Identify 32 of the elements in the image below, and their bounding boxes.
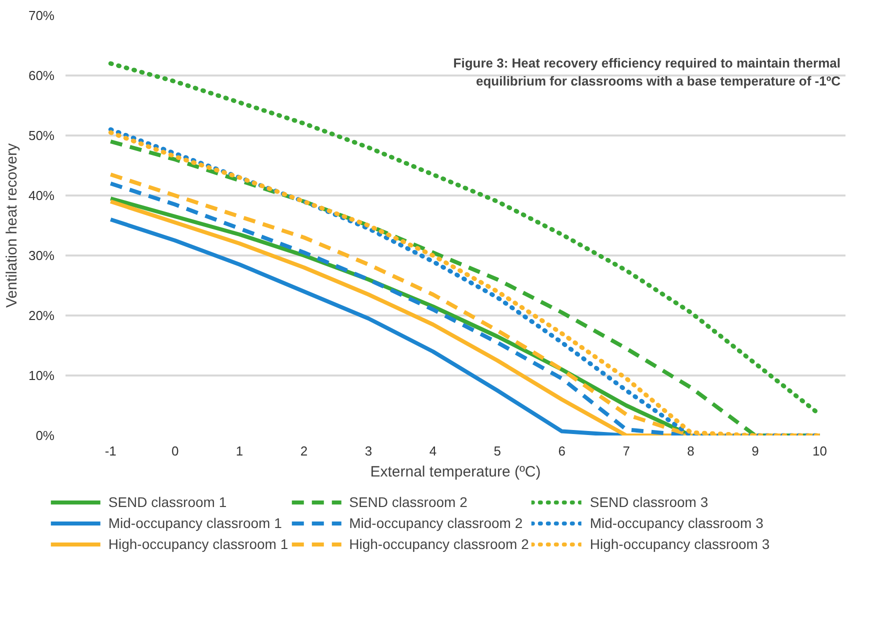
y-tick-label: 30% — [28, 248, 55, 263]
x-tick-label: 4 — [429, 444, 437, 458]
y-axis-title: Ventilation heat recovery — [3, 142, 20, 308]
x-tick-label: -1 — [104, 444, 116, 458]
legend-label: SEND classroom 3 — [590, 493, 708, 511]
x-tick-label: 2 — [300, 444, 308, 458]
legend-label: High-occupancy classroom 2 — [349, 535, 529, 553]
x-tick-label: 1 — [236, 444, 244, 458]
legend-label: Mid-occupancy classroom 2 — [349, 514, 523, 532]
y-tick-label: 20% — [28, 308, 55, 323]
text: Figure 3: Heat recovery efficiency required to maintain thermal equilibrium for classrooms with a base temperature of -1ºC — [453, 56, 842, 88]
legend-label: High-occupancy classroom 1 — [108, 535, 288, 553]
y-tick-label: 70% — [28, 8, 55, 23]
x-tick-label: 3 — [364, 444, 372, 458]
legend-label: Mid-occupancy classroom 3 — [590, 514, 764, 532]
y-tick-label: 40% — [28, 188, 55, 203]
y-tick-label: 0% — [36, 428, 55, 443]
legend-label: High-occupancy classroom 3 — [590, 535, 770, 553]
x-tick-label: 10 — [812, 444, 827, 458]
y-tick-label: 10% — [28, 368, 55, 383]
legend-label: Mid-occupancy classroom 1 — [108, 514, 282, 532]
x-tick-label: 7 — [622, 444, 630, 458]
legend-label: SEND classroom 2 — [349, 493, 468, 511]
x-tick-label: 6 — [558, 444, 566, 458]
x-tick-label: 8 — [687, 444, 694, 458]
legend-label: SEND classroom 1 — [108, 493, 227, 511]
y-tick-label: 60% — [28, 68, 55, 83]
x-tick-label: 5 — [494, 444, 502, 458]
y-tick-label: 50% — [28, 128, 55, 143]
x-tick-label: 0 — [171, 444, 179, 458]
x-axis-title: External temperature (ºC) — [370, 464, 541, 480]
x-tick-label: 9 — [752, 444, 759, 458]
